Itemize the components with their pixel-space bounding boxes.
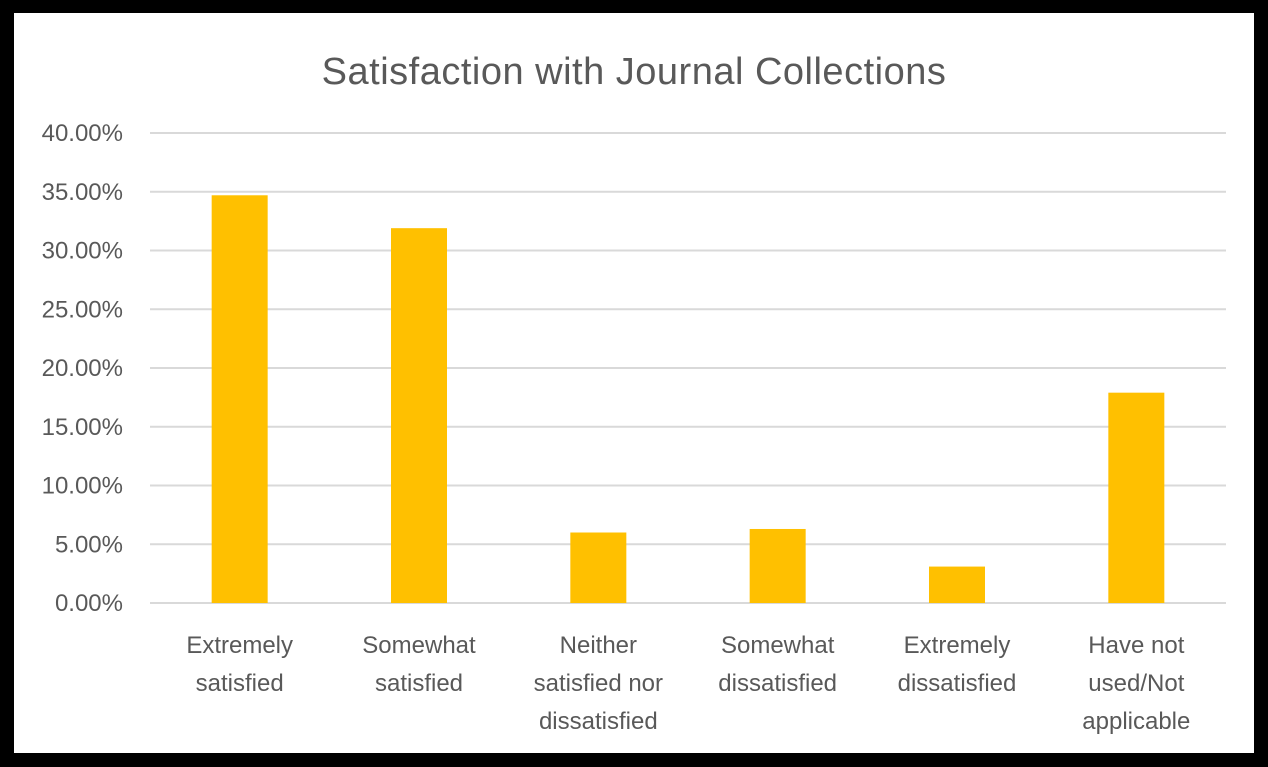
y-tick-label: 30.00% xyxy=(42,238,123,265)
y-tick-label: 15.00% xyxy=(42,414,123,441)
x-category-label: Extremely satisfied xyxy=(186,632,293,697)
x-category-label: Somewhat satisfied xyxy=(362,632,476,697)
x-axis-labels: Extremely satisfied Somewhat satisfied Neith… xyxy=(186,632,1190,735)
y-tick-label: 5.00% xyxy=(55,531,123,558)
bar xyxy=(211,195,268,603)
bar xyxy=(929,566,985,603)
y-tick-label: 20.00% xyxy=(42,355,123,382)
y-tick-label: 35.00% xyxy=(42,179,123,206)
y-tick-label: 40.00% xyxy=(42,120,123,147)
x-category-label: Neither satisfied nor dissatisfied xyxy=(534,632,663,735)
bar xyxy=(570,532,627,603)
x-category-label: Somewhat dissatisfied xyxy=(718,632,837,697)
bars xyxy=(211,195,1165,604)
chart-frame: Satisfaction with Journal Collections 0.… xyxy=(14,13,1254,753)
y-tick-label: 0.00% xyxy=(55,590,123,617)
bar xyxy=(749,528,806,603)
bar xyxy=(1108,392,1165,603)
bar-chart: 0.00% 5.00% 10.00% 15.00% 20.00% 25.00% 30.00%… xyxy=(42,120,1226,735)
chart-title: Satisfaction with Journal Collections xyxy=(321,51,947,93)
gridlines xyxy=(150,132,1226,604)
x-category-label: Have not used/Not applicable xyxy=(1082,632,1190,735)
x-category-label: Extremely dissatisfied xyxy=(898,632,1017,697)
y-tick-label: 10.00% xyxy=(42,473,123,500)
y-axis-ticks: 0.00% 5.00% 10.00% 15.00% 20.00% 25.00% 30.00%… xyxy=(42,120,123,617)
bar xyxy=(391,228,447,604)
y-tick-label: 25.00% xyxy=(42,296,123,323)
